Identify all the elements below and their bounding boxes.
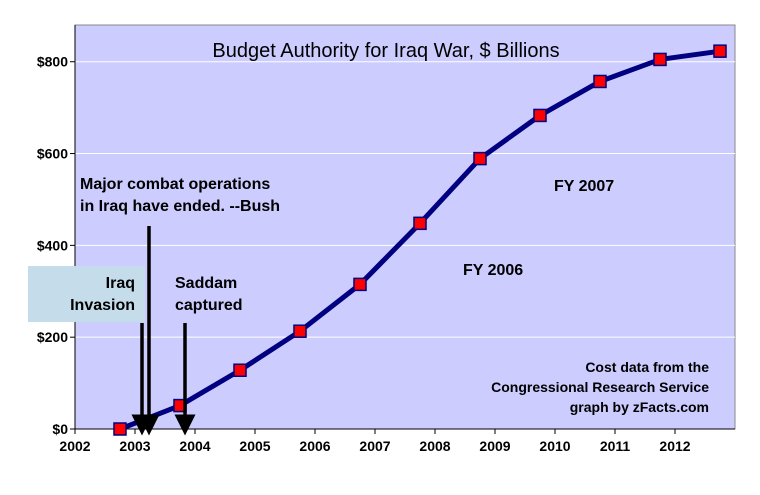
x-tick-label: 2002: [59, 438, 90, 454]
x-tick-label: 2011: [600, 438, 631, 454]
saddam-label-line2: captured: [175, 297, 243, 314]
saddam-label-line1: Saddam: [175, 275, 237, 292]
bush-quote-line2: in Iraq have ended. --Bush: [80, 198, 280, 215]
invasion-label-line1: Iraq: [106, 275, 135, 292]
credit-line2: Congressional Research Service: [491, 379, 709, 395]
data-point: [593, 74, 607, 89]
y-tick-label: $0: [52, 421, 68, 437]
x-tick-label: 2010: [539, 438, 570, 454]
y-tick-label: $600: [37, 146, 68, 162]
data-point: [233, 363, 247, 377]
x-tick-label: 2007: [359, 438, 390, 454]
invasion-label-line2: Invasion: [70, 297, 135, 314]
data-point: [533, 108, 547, 123]
data-point: [413, 216, 427, 231]
y-tick-label: $800: [37, 54, 68, 70]
y-axis-ticks: $0 $200 $400 $600 $800: [37, 54, 75, 437]
x-tick-label: 2005: [239, 438, 270, 454]
x-tick-label: 2004: [179, 438, 210, 454]
credit-line1: Cost data from the: [585, 359, 709, 375]
credit-line3: graph by zFacts.com: [570, 399, 709, 415]
chart-title: Budget Authority for Iraq War, $ Billion…: [212, 40, 559, 62]
x-tick-label: 2008: [419, 438, 450, 454]
invasion-label-box: [28, 266, 145, 322]
y-tick-label: $200: [37, 329, 68, 345]
data-point: [293, 324, 307, 338]
fy2007-label: FY 2007: [554, 178, 614, 195]
bush-quote-line1: Major combat operations: [80, 176, 270, 193]
fy2006-label: FY 2006: [463, 262, 523, 279]
data-point: [353, 277, 367, 292]
y-tick-label: $400: [37, 237, 68, 253]
data-point: [653, 52, 667, 67]
x-tick-label: 2012: [659, 438, 690, 454]
data-point: [473, 151, 487, 166]
data-point: [113, 422, 127, 436]
x-tick-label: 2009: [479, 438, 510, 454]
data-point: [713, 44, 727, 58]
series-layer: [113, 44, 727, 436]
x-tick-label: 2006: [299, 438, 330, 454]
x-axis-ticks: 2002 2003 2004 2005 2006 2007 2008 2009 2010 2011…: [59, 429, 691, 454]
x-tick-label: 2003: [119, 438, 150, 454]
